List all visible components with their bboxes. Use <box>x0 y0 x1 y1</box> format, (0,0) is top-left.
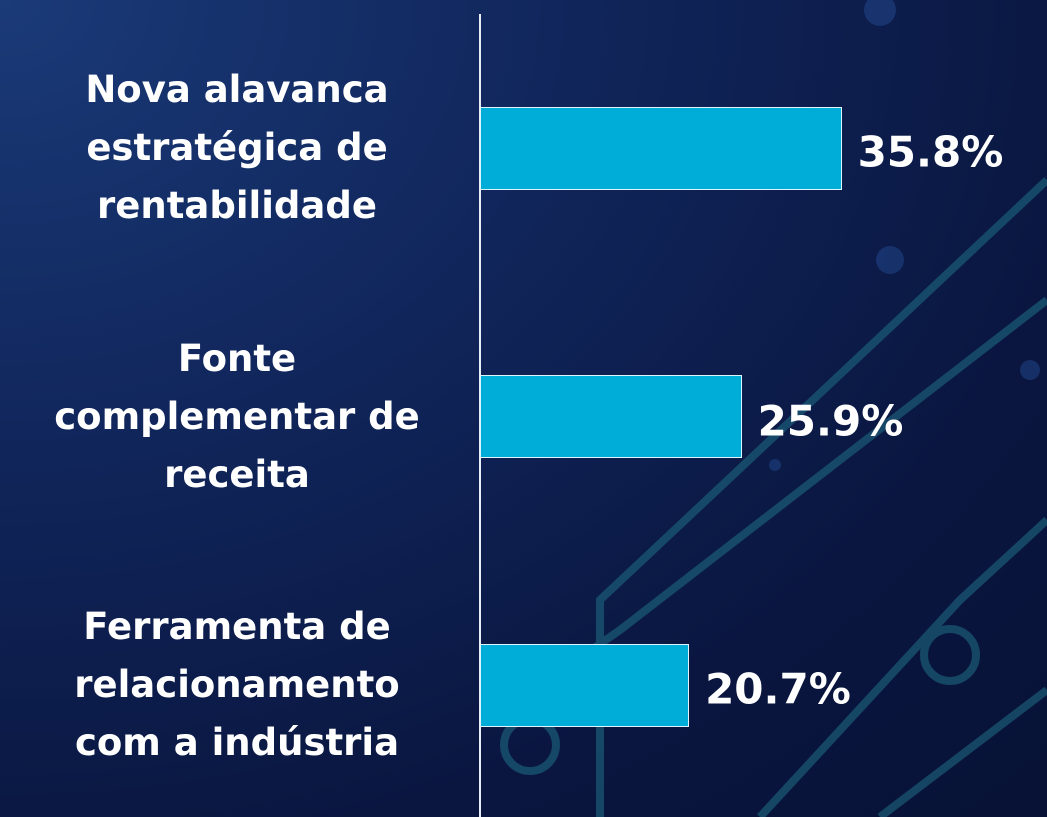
category-label: Fonte complementar de receita <box>54 336 420 496</box>
value-label: 20.7% <box>705 664 851 714</box>
category-label: Ferramenta de relacionamento com a indús… <box>74 605 400 764</box>
bar <box>480 375 742 458</box>
value-label: 35.8% <box>857 127 1004 177</box>
value-label: 25.9% <box>757 396 904 445</box>
bar <box>480 643 690 727</box>
bar <box>480 106 842 190</box>
category-label: Nova alavanca estratégica de rentabilida… <box>85 68 389 227</box>
